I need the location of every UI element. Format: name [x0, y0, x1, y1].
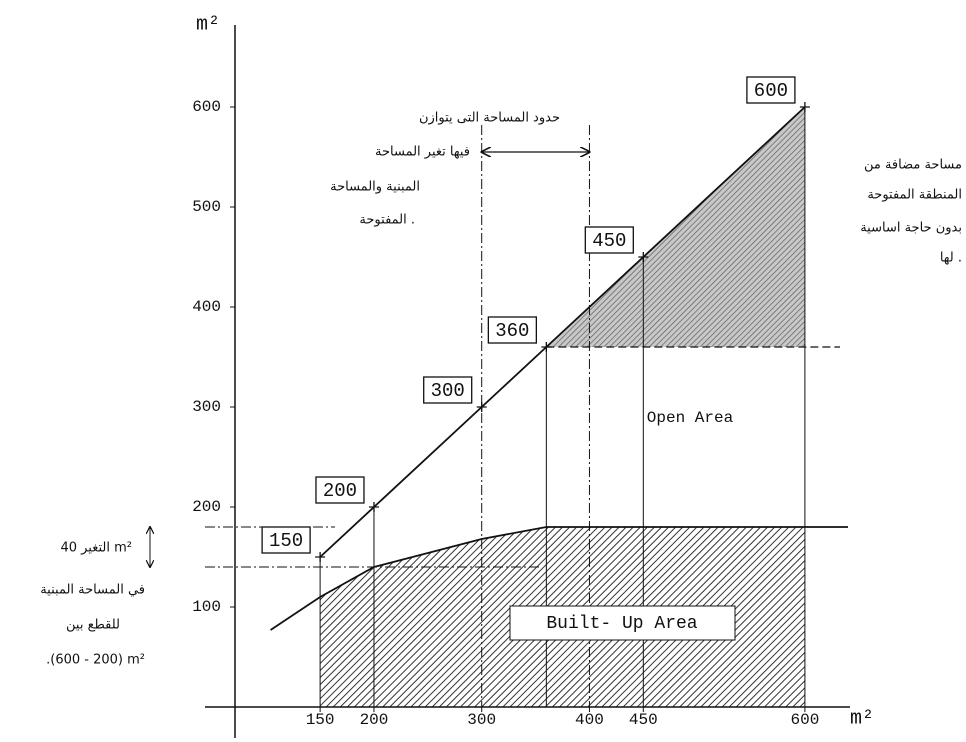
value-label-box	[584, 226, 634, 254]
value-label-group: 300	[423, 376, 473, 404]
x-axis-label: m²	[850, 707, 874, 730]
added-area-note: مساحة مضافة من	[864, 158, 962, 173]
value-label-group: 150	[261, 526, 311, 554]
y-axis-label: m²	[196, 13, 220, 36]
balance-note: المبنية والمساحة	[330, 180, 420, 195]
value-label-box	[487, 316, 537, 344]
value-label: 150	[269, 530, 303, 552]
point-cross	[541, 342, 552, 352]
value-label-group: 200	[315, 476, 365, 504]
value-label-box	[423, 376, 473, 404]
balance-note: المفتوحة .	[359, 213, 415, 228]
built-up-label-box	[509, 605, 736, 641]
point-cross	[638, 252, 649, 262]
series-line	[319, 106, 806, 558]
point-cross	[476, 402, 487, 412]
balance-note: حدود المساحة التى يتوازن	[419, 111, 560, 126]
added-area-note: بدون حاجة اساسية	[860, 221, 962, 236]
value-label: 360	[495, 320, 529, 342]
change-note: في المساحة المبنية	[40, 583, 145, 598]
added-area-note: لها .	[940, 251, 962, 266]
x-tick-label: 450	[629, 711, 658, 729]
value-label: 450	[592, 230, 626, 252]
value-label: 600	[754, 80, 788, 102]
value-label: 200	[323, 480, 357, 502]
value-label-box	[261, 526, 311, 554]
open-area-label: Open Area	[647, 409, 734, 427]
value-label: 300	[431, 380, 465, 402]
series-line	[270, 526, 848, 631]
point-cross	[315, 552, 326, 562]
y-tick-label: 100	[192, 598, 221, 616]
y-tick-label: 200	[192, 498, 221, 516]
x-tick-label: 600	[791, 711, 820, 729]
x-tick-label: 400	[575, 711, 604, 729]
y-tick-label: 500	[192, 198, 221, 216]
built-up-label: Built- Up Area	[546, 614, 697, 634]
value-label-box	[746, 76, 796, 104]
change-note: التغير 40 m²	[60, 541, 132, 556]
change-note: .(600 - 200) m²	[46, 653, 145, 668]
x-tick-label: 150	[306, 711, 335, 729]
point-cross	[799, 102, 810, 112]
y-tick-label: 600	[192, 98, 221, 116]
point-cross	[368, 502, 379, 512]
x-tick-label: 300	[467, 711, 496, 729]
y-tick-label: 300	[192, 398, 221, 416]
added-area-note: المنطقة المفتوحة	[867, 188, 962, 203]
change-note: للقطع بين	[66, 618, 120, 633]
value-label-box	[315, 476, 365, 504]
balance-note: فيها تغير المساحة	[375, 145, 470, 160]
value-label-group: 450	[584, 226, 634, 254]
value-label-group: 360	[487, 316, 537, 344]
y-tick-label: 400	[192, 298, 221, 316]
value-label-group: 600	[746, 76, 796, 104]
x-tick-label: 200	[360, 711, 389, 729]
